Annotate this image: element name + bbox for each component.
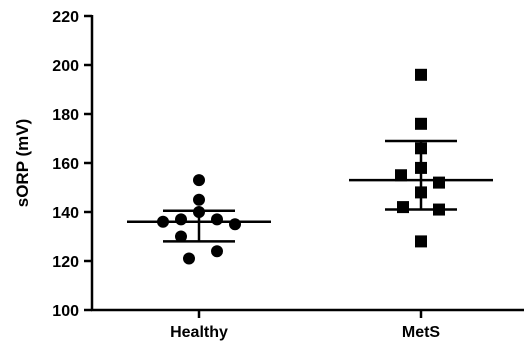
y-tick-label: 220 — [52, 9, 79, 26]
x-tick-label: MetS — [402, 324, 441, 341]
data-point — [415, 161, 427, 174]
data-point — [193, 193, 205, 206]
y-tick-label: 100 — [52, 303, 79, 320]
data-point — [193, 174, 205, 187]
data-point — [211, 245, 223, 258]
data-marks — [127, 68, 493, 265]
data-point — [433, 203, 445, 216]
y-tick-label: 120 — [52, 254, 79, 271]
x-tick-label: Healthy — [170, 324, 228, 341]
data-point — [415, 186, 427, 199]
data-point — [157, 215, 169, 228]
y-tick-label: 180 — [52, 107, 79, 124]
data-point — [415, 235, 427, 248]
data-point — [211, 213, 223, 226]
axes: 100 120 140 160 180 200 220 Healthy MetS — [52, 9, 524, 341]
data-point — [433, 176, 445, 189]
data-point — [395, 169, 407, 182]
data-point — [397, 201, 409, 214]
data-point — [415, 142, 427, 155]
data-point — [229, 218, 241, 231]
data-point — [175, 230, 187, 243]
data-point — [415, 117, 427, 130]
data-point — [183, 252, 195, 265]
data-point — [415, 68, 427, 81]
y-tick-label: 160 — [52, 156, 79, 173]
y-tick-label: 200 — [52, 58, 79, 75]
y-axis-title: sORP (mV) — [13, 119, 32, 208]
data-point — [193, 206, 205, 218]
y-tick-label: 140 — [52, 205, 79, 222]
data-point — [175, 213, 187, 226]
